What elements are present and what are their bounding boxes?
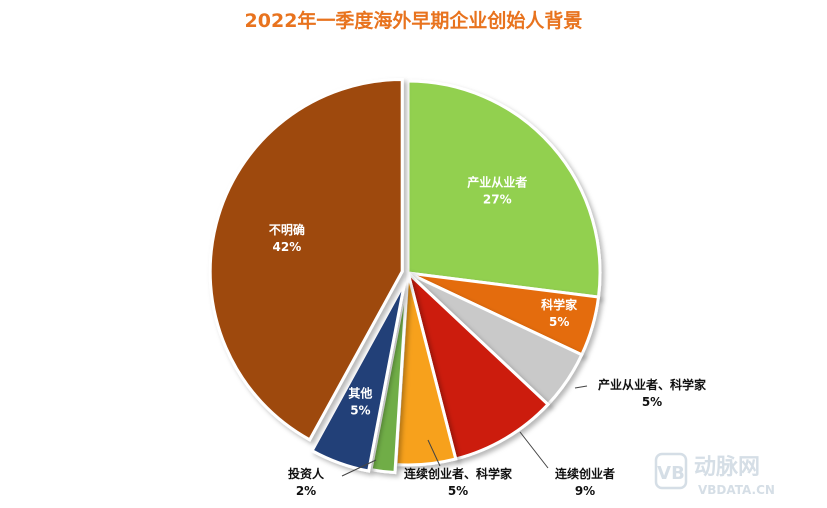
slice-name-label-2: 产业从业者、科学家 [598,377,707,392]
leader-line-2 [574,385,588,389]
slice-name-label-4: 连续创业者、科学家 [404,466,513,481]
watermark-logo-letters: VB [657,463,685,484]
slice-value-label-5: 2% [296,484,316,498]
slice-name-label-0: 产业从业者 [467,174,527,189]
leader-lines [341,385,588,477]
watermark-logo-icon [654,452,688,490]
slice-value-label-3: 9% [575,484,595,498]
slice-value-label-7: 42% [273,240,302,254]
pie-slice-0 [406,79,602,299]
slice-value-label-4: 5% [448,484,468,498]
slice-name-label-7: 不明确 [269,222,305,237]
slice-value-label-6: 5% [350,403,370,417]
pie-slice-6 [310,281,407,473]
leader-line-4 [427,439,441,467]
slice-name-label-5: 投资人 [288,466,325,481]
watermark-url: VBDATA.CN [698,483,775,497]
slice-name-label-6: 其他 [348,385,372,400]
chart-title: 2022年一季度海外早期企业创始人背景 [244,10,583,32]
slice-value-label-1: 5% [549,315,569,329]
watermark: VB 动脉网 VBDATA.CN [654,452,775,497]
pie-slice-3 [405,268,551,461]
pie-slices [208,78,602,475]
slice-name-label-1: 科学家 [541,297,578,312]
data-labels: 产业从业者 27% 科学家 5% 产业从业者、科学家 5% 连续创业者 9% 连续创业者、科学家… [269,174,707,498]
slice-name-label-3: 连续创业者 [555,466,615,481]
slice-value-label-2: 5% [642,395,662,409]
pie-slice-5 [369,280,409,475]
pie-slice-7 [208,78,404,442]
leader-line-3 [519,431,549,469]
watermark-brand: 动脉网 [694,455,760,480]
leader-line-5 [341,459,377,477]
slice-value-label-0: 27% [483,192,512,206]
